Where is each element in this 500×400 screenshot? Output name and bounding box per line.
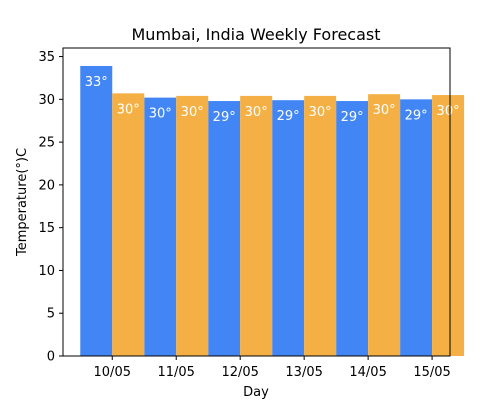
bar-series-2-13-05 — [304, 95, 337, 356]
plot-frame — [62, 47, 451, 357]
data-label: 30° — [181, 105, 204, 120]
y-tick-label: 15 — [38, 221, 55, 236]
x-tick-label: 12/05 — [221, 365, 258, 380]
data-label: 30° — [437, 104, 460, 119]
y-tick-label: 30 — [38, 93, 55, 108]
bar-series-1-14-05 — [336, 101, 369, 356]
data-label: 29° — [277, 109, 300, 124]
bar-series-2-14-05 — [368, 94, 401, 356]
y-axis-label: Temperature(°)C — [15, 148, 30, 257]
data-label: 30° — [117, 102, 140, 117]
y-tick-label: 25 — [38, 136, 55, 151]
x-tick-label: 15/05 — [413, 365, 450, 380]
bar-series-2-15-05 — [432, 95, 465, 356]
x-tick-label: 14/05 — [349, 365, 386, 380]
y-tick-label: 5 — [47, 307, 55, 322]
plot-area: 33° 30° 29° 29° 29° 29° 30° 30° 30° 30° 30° 30° 0 5 10… — [38, 47, 465, 380]
bar-series-1-15-05 — [400, 99, 433, 356]
data-label: 33° — [85, 75, 108, 90]
data-label: 29° — [341, 110, 364, 125]
data-label: 29° — [405, 108, 428, 123]
chart-title: Mumbai, India Weekly Forecast — [132, 25, 381, 44]
data-label: 30° — [149, 107, 172, 122]
y-tick-label: 10 — [38, 264, 55, 279]
x-axis-label: Day — [243, 385, 269, 400]
y-tick-label: 20 — [38, 178, 55, 193]
x-tick-label: 11/05 — [157, 365, 194, 380]
y-tick-label: 35 — [38, 50, 55, 65]
y-tick-label: 0 — [47, 350, 55, 365]
x-tick-label: 10/05 — [94, 365, 131, 380]
x-tick-label: 13/05 — [285, 365, 322, 380]
bar-series-2-12-05 — [240, 95, 273, 356]
bar-series-1-13-05 — [272, 100, 305, 356]
data-label: 30° — [373, 103, 396, 118]
data-label: 30° — [309, 105, 332, 120]
data-label: 29° — [213, 110, 236, 125]
data-label: 30° — [245, 105, 268, 120]
bar-series-2-11-05 — [176, 95, 209, 356]
bar-series-1-10-05 — [80, 65, 113, 356]
bar-series-1-11-05 — [144, 97, 177, 357]
bar-series-2-10-05 — [112, 93, 145, 356]
bar-series-1-12-05 — [208, 101, 241, 356]
